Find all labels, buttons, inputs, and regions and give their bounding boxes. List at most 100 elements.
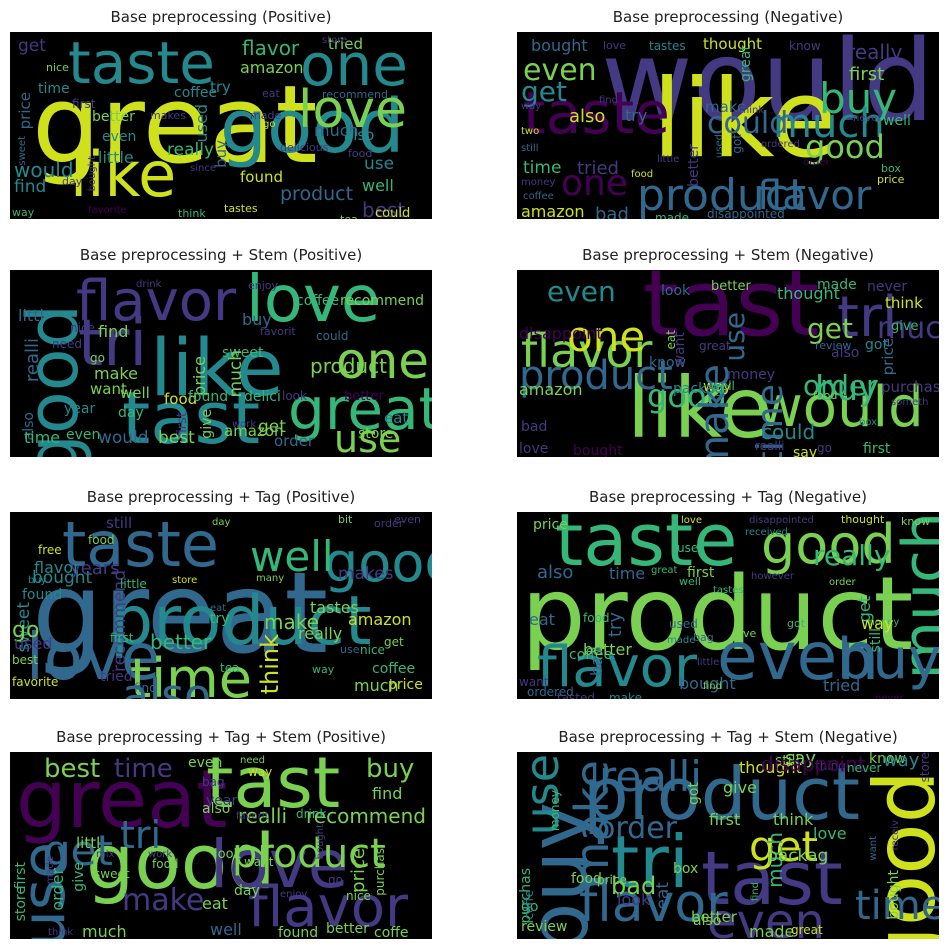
cloud-word: think — [48, 927, 74, 938]
cloud-word: find — [98, 322, 129, 341]
panel-title: Base preprocessing (Positive) — [110, 8, 332, 26]
cloud-word: recommend — [340, 293, 424, 309]
cloud-word: tri — [120, 813, 162, 857]
panel-title: Base preprocessing + Stem (Positive) — [79, 246, 363, 264]
cloud-word: amazon — [519, 380, 583, 399]
cloud-word: order — [803, 157, 830, 168]
cloud-word: realli — [22, 338, 43, 383]
cloud-word: enjoy — [248, 279, 279, 292]
cloud-word: store — [322, 35, 348, 46]
cloud-word: go — [90, 351, 105, 365]
cloud-word: one — [561, 163, 628, 204]
cloud-word: better — [150, 630, 212, 654]
cloud-word: get — [258, 417, 286, 437]
wordcloud-panel-3: Base preprocessing + Stem (Positive) love… — [10, 246, 432, 457]
cloud-word: day — [234, 883, 260, 899]
cloud-word: love — [603, 39, 627, 52]
cloud-word: use — [340, 643, 360, 656]
cloud-word: thought — [703, 35, 762, 53]
cloud-word: even — [523, 53, 597, 88]
cloud-word: love — [681, 515, 702, 526]
cloud-word: tastes — [224, 202, 258, 215]
cloud-word: bad — [611, 872, 657, 900]
cloud-word: price — [388, 677, 423, 693]
cloud-word: use — [718, 312, 751, 362]
wordcloud-panel-8: Base preprocessing + Tag + Stem (Negativ… — [517, 728, 939, 939]
cloud-word: price — [533, 517, 568, 533]
cloud-word: flavor — [34, 558, 80, 577]
cloud-word: bought — [679, 674, 736, 693]
cloud-word: first — [687, 565, 715, 581]
cloud-word: product — [583, 752, 860, 836]
word-cloud: product taste good much even flavor buy love dis… — [517, 512, 939, 699]
cloud-word: year — [64, 401, 96, 417]
cloud-word: favorite — [12, 675, 59, 689]
cloud-word: price — [16, 92, 34, 130]
cloud-word: day — [62, 175, 83, 188]
cloud-word: great — [738, 45, 754, 83]
cloud-word: buy — [815, 369, 879, 409]
cloud-word: however — [751, 571, 794, 582]
cloud-word: food — [631, 169, 654, 180]
cloud-word: enjoy — [280, 889, 308, 900]
cloud-word: amazon — [521, 202, 585, 220]
cloud-word: made — [749, 922, 795, 940]
cloud-word: money — [727, 367, 775, 383]
cloud-word: since — [190, 163, 216, 174]
cloud-word: eat — [202, 894, 228, 913]
cloud-word: also — [569, 106, 606, 127]
cloud-word: way — [703, 379, 732, 395]
cloud-word: think — [739, 105, 765, 116]
cloud-word: even — [188, 755, 223, 771]
cloud-word: nice — [360, 643, 385, 657]
cloud-word: eat — [529, 610, 555, 629]
cloud-word: much — [877, 311, 939, 346]
cloud-word: favorit — [260, 325, 296, 338]
cloud-word: never — [847, 761, 882, 775]
cloud-word: favorit — [236, 811, 269, 822]
cloud-word: price — [348, 848, 369, 893]
cloud-word: time — [24, 428, 61, 447]
cloud-word: even — [102, 129, 137, 145]
cloud-word: disappointed — [749, 515, 814, 526]
cloud-word: order — [374, 517, 404, 530]
cloud-word: like — [627, 359, 772, 457]
cloud-word: coffee — [372, 661, 416, 677]
cloud-word: free — [38, 543, 62, 557]
cloud-word: time — [130, 647, 253, 700]
cloud-word: buy — [212, 140, 230, 168]
cloud-word: love — [26, 621, 161, 695]
cloud-word: could — [375, 206, 411, 219]
cloud-word: got — [730, 134, 744, 154]
cloud-word: tast — [643, 270, 820, 357]
cloud-word: get — [384, 635, 404, 649]
cloud-word: still — [775, 753, 800, 769]
cloud-word: bag — [693, 631, 714, 644]
cloud-word: found — [278, 925, 319, 939]
cloud-word: got — [787, 617, 806, 630]
cloud-word: money — [521, 177, 556, 188]
cloud-word: got — [865, 337, 888, 353]
cloud-word: product — [637, 170, 807, 219]
cloud-word: flavor — [248, 875, 409, 939]
cloud-word: used — [714, 134, 725, 159]
cloud-word: tasted — [557, 691, 596, 699]
cloud-word: love — [210, 826, 349, 903]
cloud-word: two — [521, 126, 540, 137]
cloud-word: food — [583, 611, 610, 625]
wordcloud-panel-6: Base preprocessing + Tag (Negative) produ… — [517, 488, 939, 699]
panel-title: Base preprocessing + Tag (Positive) — [86, 488, 356, 506]
cloud-word: buy — [366, 754, 415, 784]
cloud-word: would — [98, 428, 149, 448]
cloud-word: like — [652, 57, 838, 182]
cloud-word: time — [38, 81, 70, 97]
cloud-word: go — [328, 873, 343, 887]
cloud-word: best — [44, 754, 101, 784]
cloud-word: delicious — [280, 141, 329, 154]
cloud-word: coffe — [374, 925, 409, 939]
cloud-word: well — [250, 532, 334, 581]
cloud-word: thought — [841, 513, 885, 526]
cloud-word: could — [707, 106, 789, 141]
cloud-word: say — [793, 445, 818, 457]
cloud-word: flavor — [579, 874, 728, 934]
